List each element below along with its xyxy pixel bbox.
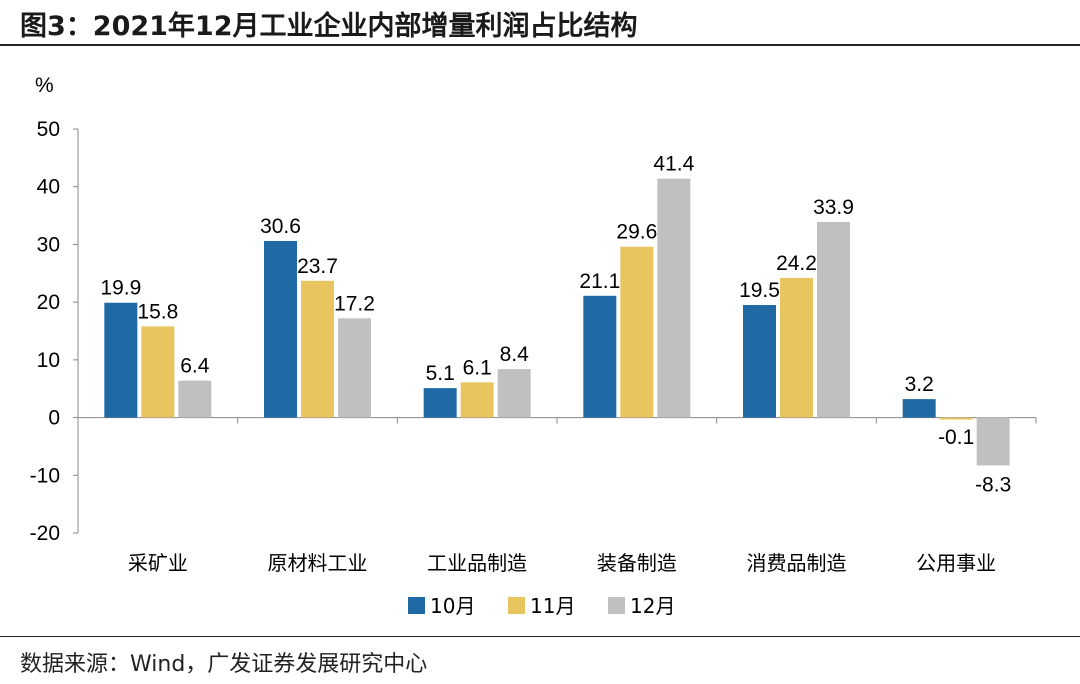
data-label: 17.2 <box>334 292 375 315</box>
legend-swatch <box>608 597 625 614</box>
bar <box>264 240 297 418</box>
bar <box>939 417 973 420</box>
title-rule <box>0 44 1080 46</box>
data-label: 3.2 <box>905 373 934 396</box>
bar <box>657 178 691 418</box>
y-tick-label: 50 <box>37 118 60 141</box>
bar <box>104 302 138 418</box>
legend-label: 10月 <box>430 594 475 618</box>
bar <box>620 246 654 418</box>
y-tick-label: 20 <box>37 291 60 314</box>
bar <box>338 318 371 418</box>
x-category-label: 工业品制造 <box>427 551 527 575</box>
legend-swatch <box>508 597 525 614</box>
bar <box>780 277 813 418</box>
data-label: 29.6 <box>616 221 657 244</box>
data-label: 19.9 <box>100 277 141 300</box>
data-label: 30.6 <box>260 215 301 238</box>
data-label: -8.3 <box>975 473 1011 496</box>
y-tick-label: -10 <box>30 464 60 487</box>
data-label: 5.1 <box>426 362 455 385</box>
legend-label: 12月 <box>630 594 675 618</box>
y-tick-label: 40 <box>37 176 60 199</box>
bar <box>460 382 494 418</box>
data-label: 8.4 <box>500 343 530 366</box>
bar <box>497 369 531 418</box>
x-category-label: 采矿业 <box>128 551 188 575</box>
bar <box>817 221 850 418</box>
bar <box>178 380 212 418</box>
bar <box>423 388 457 418</box>
bar <box>976 417 1010 466</box>
bar-chart: % -20 -10 0 10 20 30 40 50 19.915.8 6.4 采矿业 30.6 23.7… <box>30 74 1037 618</box>
x-category-label: 公用事业 <box>916 551 996 575</box>
bar <box>141 326 175 418</box>
legend-swatch <box>408 597 425 614</box>
data-label: 15.8 <box>137 300 178 323</box>
data-label: 6.4 <box>180 355 210 378</box>
data-label: -0.1 <box>938 426 974 449</box>
y-tick-label: 30 <box>37 233 60 256</box>
data-label: 19.5 <box>739 279 780 302</box>
data-label: 6.1 <box>463 356 492 379</box>
x-category-label: 装备制造 <box>597 551 677 575</box>
x-category-label: 原材料工业 <box>268 551 368 575</box>
y-tick-label: 10 <box>37 349 60 372</box>
source-rule <box>0 636 1080 637</box>
data-label: 24.2 <box>776 252 817 275</box>
data-source: 数据来源：Wind，广发证券发展研究中心 <box>20 652 428 677</box>
data-label: 21.1 <box>579 270 620 293</box>
y-tick-label: 0 <box>48 407 60 430</box>
x-category-label: 消费品制造 <box>747 551 847 575</box>
data-label: 41.4 <box>653 153 694 176</box>
bar <box>583 295 617 418</box>
data-label: 33.9 <box>813 196 854 219</box>
y-axis-unit-label: % <box>35 74 54 97</box>
y-tick-label: -20 <box>30 522 60 545</box>
bar <box>301 280 334 418</box>
figure-title: 图3：2021年12月工业企业内部增量利润占比结构 <box>20 11 638 42</box>
data-label: 23.7 <box>297 255 338 278</box>
bar <box>743 305 776 418</box>
legend-label: 11月 <box>530 594 575 618</box>
bar <box>902 399 936 418</box>
